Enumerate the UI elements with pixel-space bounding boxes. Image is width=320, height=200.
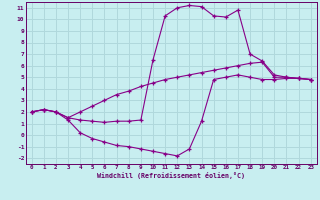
X-axis label: Windchill (Refroidissement éolien,°C): Windchill (Refroidissement éolien,°C) bbox=[97, 172, 245, 179]
